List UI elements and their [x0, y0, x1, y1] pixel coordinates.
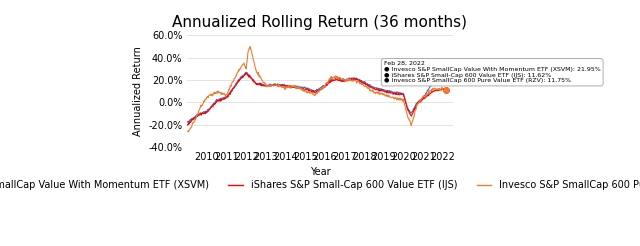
Title: Annualized Rolling Return (36 months): Annualized Rolling Return (36 months): [173, 15, 467, 30]
Text: Feb 28, 2022
● Invesco S&P SmallCap Value With Momentum ETF (XSVM): 21.95%
● iSh: Feb 28, 2022 ● Invesco S&P SmallCap Valu…: [384, 61, 600, 83]
Point: [441, 88, 451, 92]
Y-axis label: Annualized Return: Annualized Return: [133, 46, 143, 136]
Point: [441, 75, 451, 79]
X-axis label: Year: Year: [310, 168, 330, 177]
Legend: Invesco S&P SmallCap Value With Momentum ETF (XSVM), iShares S&P Small-Cap 600 V: Invesco S&P SmallCap Value With Momentum…: [0, 176, 640, 194]
Point: [441, 88, 451, 92]
